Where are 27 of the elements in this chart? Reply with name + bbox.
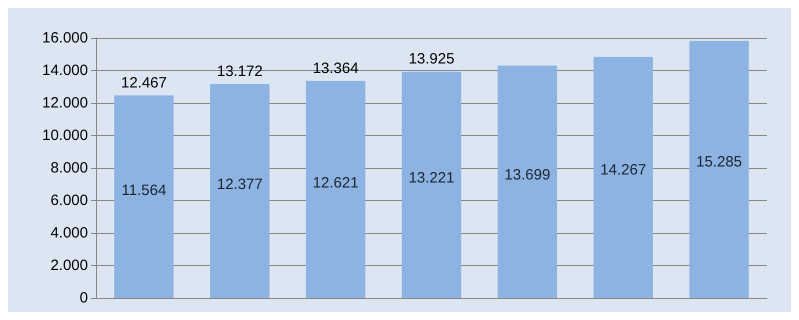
y-tick-label: 14.000: [42, 62, 88, 79]
y-tick-label: 6.000: [50, 192, 88, 209]
data-label: 13.172: [216, 62, 263, 80]
data-label: 12.467: [120, 74, 167, 92]
bar: [594, 56, 653, 298]
y-tick-label: 8.000: [50, 160, 88, 176]
y-tick-label: 16.000: [42, 30, 88, 46]
bar: [689, 40, 749, 298]
annotation: 15.285: [696, 153, 742, 170]
bar: [306, 80, 366, 298]
y-tick-label: 0: [80, 290, 88, 306]
bar: [210, 84, 270, 298]
y-tick-label: 12.000: [42, 94, 88, 112]
data-label: 13.364: [312, 60, 359, 77]
annotation: 13.699: [504, 166, 550, 184]
annotation: 11.564: [122, 182, 166, 200]
y-tick-label: 4.000: [50, 224, 88, 242]
bar: [402, 72, 462, 298]
data-label: 13.925: [408, 50, 454, 68]
y-tick-label: 2.000: [50, 257, 88, 274]
annotation: 14.267: [600, 162, 646, 179]
bar: [114, 95, 174, 298]
annotation: 12.377: [216, 176, 263, 194]
annotation: 13.221: [408, 170, 454, 187]
annotation: 12.621: [312, 174, 359, 192]
bar: [498, 66, 558, 298]
y-tick-label: 10.000: [42, 127, 88, 144]
